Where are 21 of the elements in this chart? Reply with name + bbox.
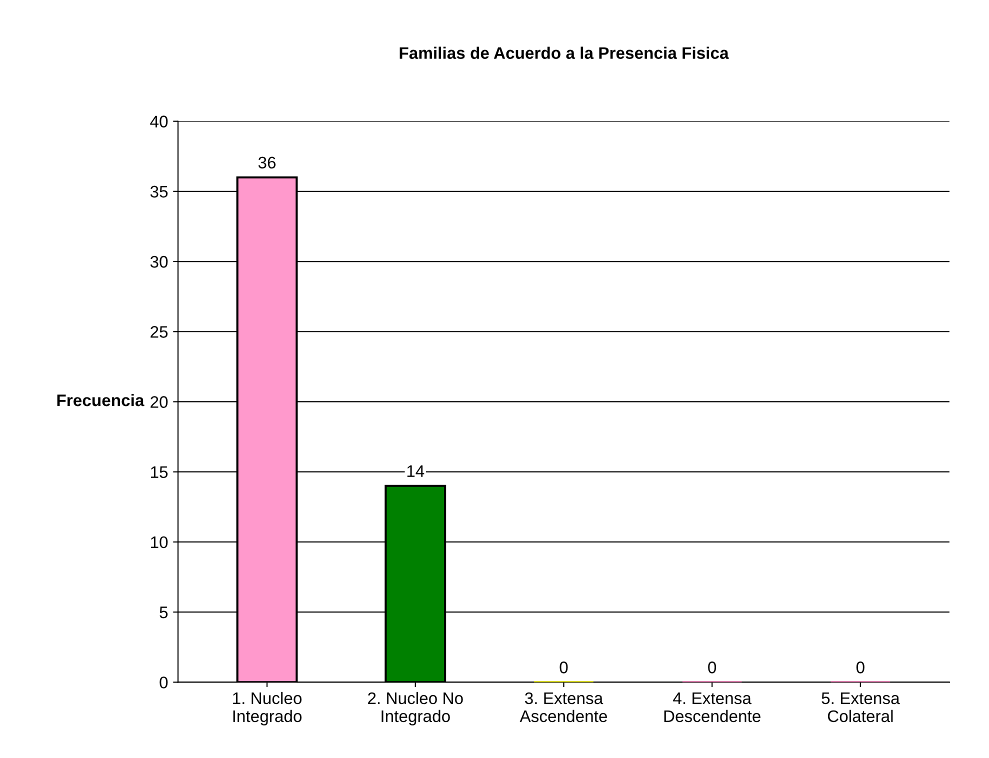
y-tick-label: 15 xyxy=(151,466,168,478)
y-tick-label: 35 xyxy=(150,186,168,198)
x-tick-label: 3. Extensa Ascendente xyxy=(520,692,608,722)
y-axis-title: Frecuencia xyxy=(57,394,144,406)
data-label: 36 xyxy=(258,156,276,169)
data-label: 0 xyxy=(856,662,864,674)
y-tick-label: 0 xyxy=(160,676,168,688)
data-label: 14 xyxy=(407,465,424,477)
x-tick-label: 1. Nucleo Integrado xyxy=(233,692,302,726)
y-tick-label: 25 xyxy=(150,326,168,338)
x-tick-label: 5. Extensa Colateral xyxy=(822,692,900,722)
data-label: 0 xyxy=(560,662,568,674)
y-tick-label: 30 xyxy=(150,256,168,268)
chart-title: Familias de Acuerdo a la Presencia Fisica xyxy=(400,46,729,59)
x-tick-label: 2. Nucleo No Integrado xyxy=(368,692,463,726)
y-tick-label: 20 xyxy=(150,396,168,408)
data-label: 0 xyxy=(708,662,716,674)
y-tick-label: 40 xyxy=(150,116,168,128)
y-tick-label: 5 xyxy=(160,606,168,618)
x-tick-label: 4. Extensa Descendente xyxy=(664,692,760,722)
y-tick-label: 10 xyxy=(151,536,168,548)
